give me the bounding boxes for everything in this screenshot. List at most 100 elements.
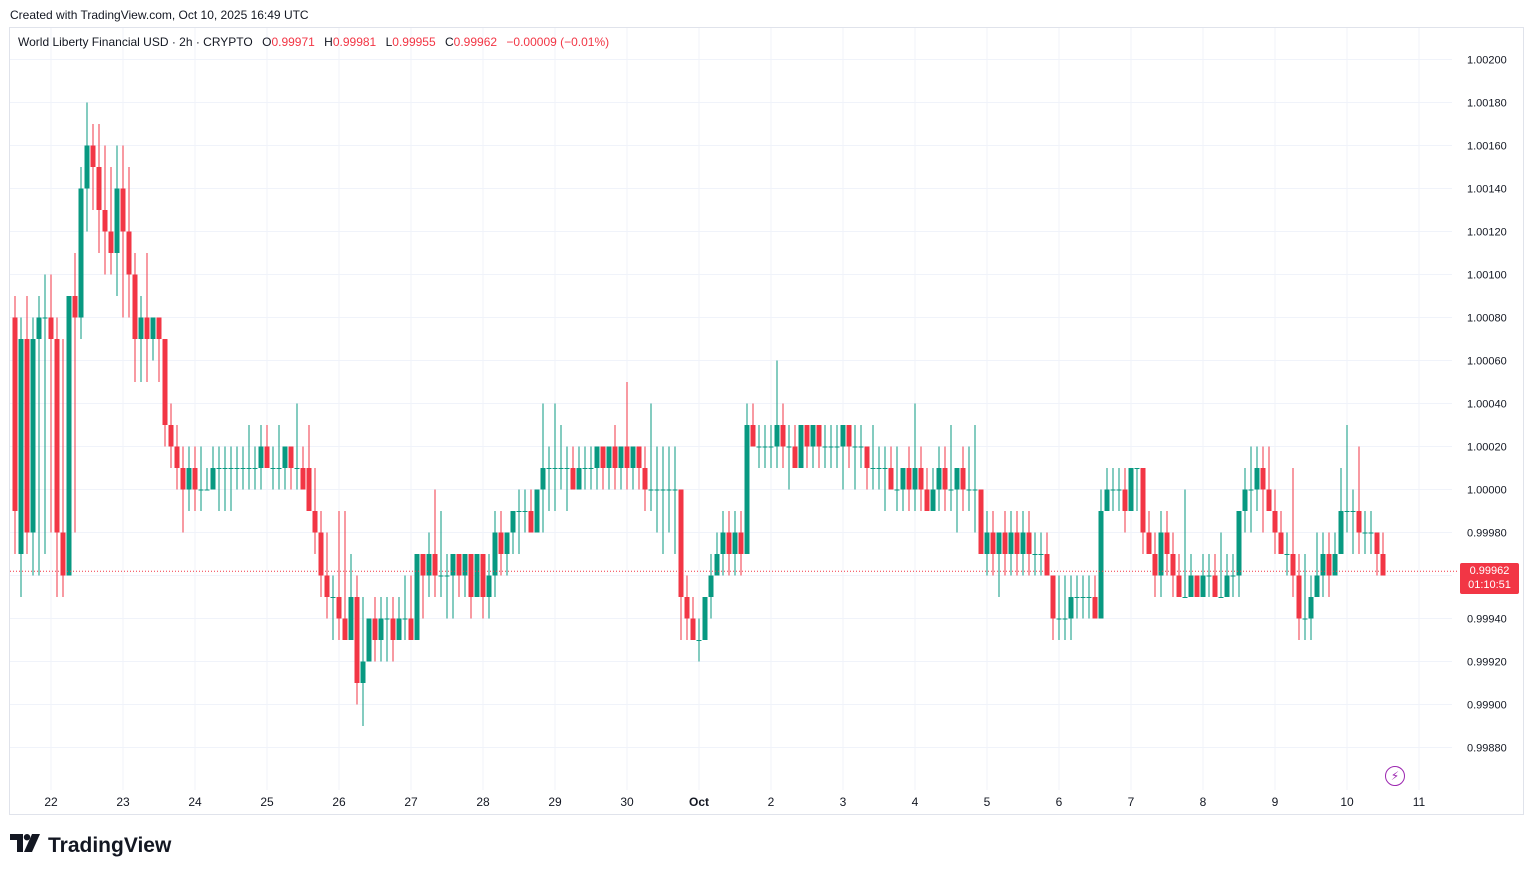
candle-body <box>864 446 870 468</box>
candle <box>870 425 876 490</box>
price-tick-label: 1.00120 <box>1467 227 1507 239</box>
candle-body <box>924 489 930 511</box>
candle-body <box>960 468 966 490</box>
candle <box>948 425 954 511</box>
candle <box>822 425 828 468</box>
candle-body <box>204 489 210 491</box>
candle-body <box>198 489 204 491</box>
symbol-name[interactable]: World Liberty Financial USD · 2h · CRYPT… <box>18 35 253 49</box>
candle <box>888 446 894 490</box>
candle-body <box>582 468 588 469</box>
candle <box>894 446 900 511</box>
candle <box>756 425 762 468</box>
candle-body <box>1254 468 1260 490</box>
candle <box>918 446 924 511</box>
tradingview-logo[interactable]: TradingView <box>10 834 171 858</box>
price-tick-label: 0.99920 <box>1467 657 1507 669</box>
candle <box>150 317 156 361</box>
candle-body <box>660 489 666 491</box>
candle <box>636 446 642 490</box>
candle-body <box>570 468 576 490</box>
candle <box>258 425 264 490</box>
candle <box>576 446 582 490</box>
candle-body <box>594 446 600 468</box>
tv-logo-icon <box>10 834 42 858</box>
flash-icon[interactable]: ⚡ <box>1385 766 1405 786</box>
candle <box>1218 532 1224 598</box>
candle <box>594 446 600 490</box>
candle <box>1020 511 1026 576</box>
candle-body <box>954 468 960 490</box>
time-tick-label: 6 <box>1056 795 1063 809</box>
candle <box>984 511 990 576</box>
candle-body <box>1302 618 1308 620</box>
candle <box>726 511 732 576</box>
candle <box>426 532 432 597</box>
candle-body <box>600 446 606 468</box>
candle <box>438 511 444 597</box>
candle-body <box>1068 597 1074 619</box>
time-tick-label: 30 <box>620 795 634 809</box>
candle-body <box>30 339 36 533</box>
candle <box>882 446 888 511</box>
candle-body <box>168 425 174 447</box>
candle-body <box>156 317 162 339</box>
price-tick-label: 0.99980 <box>1467 528 1507 540</box>
candle-body <box>852 446 858 448</box>
candle <box>210 446 216 490</box>
time-tick-label: 7 <box>1128 795 1135 809</box>
candle-body <box>1260 468 1266 490</box>
candle <box>612 425 618 490</box>
candle-body <box>738 532 744 554</box>
price-tick-label: 1.00160 <box>1467 141 1507 153</box>
candle-body <box>1362 532 1368 534</box>
candle <box>72 253 78 533</box>
candle-body <box>690 618 696 640</box>
candles <box>12 102 1386 726</box>
candle-body <box>702 597 708 640</box>
candle <box>432 489 438 597</box>
candle <box>132 253 138 382</box>
candle-body <box>1050 575 1056 619</box>
candle-body <box>276 468 282 469</box>
candle <box>654 446 660 533</box>
candle <box>1086 575 1092 619</box>
candle-body <box>900 468 906 490</box>
candle-body <box>234 468 240 469</box>
candle-body <box>84 145 90 189</box>
candle <box>1110 468 1116 511</box>
candle-body <box>984 532 990 554</box>
candle-body <box>384 618 390 620</box>
candle-body <box>708 575 714 597</box>
price-tick-label: 1.00040 <box>1467 399 1507 411</box>
candle <box>1080 575 1086 619</box>
candle <box>1062 575 1068 640</box>
candle-body <box>732 532 738 554</box>
candle <box>552 403 558 511</box>
candle <box>1140 468 1146 554</box>
time-tick-label: 22 <box>44 795 58 809</box>
candle-body <box>1098 511 1104 619</box>
candle-body <box>114 188 120 253</box>
candle <box>510 511 516 554</box>
candle <box>774 360 780 468</box>
candle <box>642 446 648 511</box>
candle <box>966 446 972 511</box>
candle <box>690 597 696 640</box>
candle-body <box>72 296 78 318</box>
candle <box>408 575 414 640</box>
candle-body <box>42 317 48 319</box>
time-axis[interactable]: 22 23 24 25 26 27 28 29 30 Oct 2 3 4 5 6 7 8 9 10 11 <box>44 795 1425 809</box>
candle-body <box>966 489 972 491</box>
price-axis[interactable]: 1.00200 1.00180 1.00160 1.00140 1.00120 1.001… <box>1467 55 1507 755</box>
candle-body <box>12 317 18 511</box>
time-tick-label: 28 <box>476 795 490 809</box>
candle <box>282 446 288 490</box>
candle-body <box>486 575 492 597</box>
candle <box>36 296 42 576</box>
candle-body <box>546 468 552 469</box>
candle <box>648 403 654 511</box>
candle-body <box>1044 554 1050 576</box>
candle-body <box>684 597 690 619</box>
